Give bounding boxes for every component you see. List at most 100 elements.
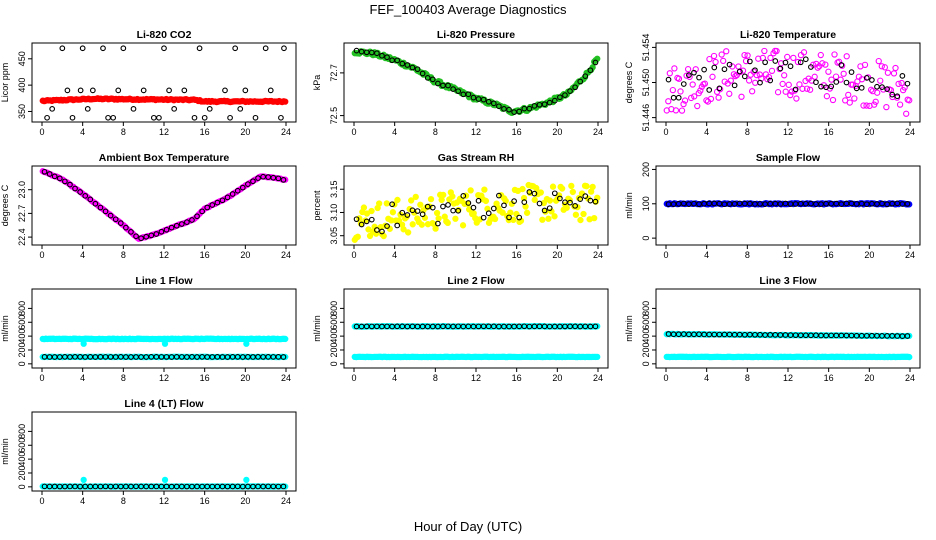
x-tick-label: 0 <box>351 373 356 383</box>
average-point <box>168 224 175 231</box>
average-point <box>424 74 431 81</box>
x-tick-label: 8 <box>433 127 438 137</box>
average-point <box>358 221 365 228</box>
sample-point <box>819 60 826 67</box>
average-point <box>51 173 58 180</box>
sample-point <box>773 47 780 55</box>
sample-point <box>412 193 419 201</box>
y-tick-label: 450 <box>17 51 27 66</box>
x-tick-label: 8 <box>433 373 438 383</box>
sample-point <box>467 187 474 194</box>
x-tick-label: 0 <box>351 250 356 260</box>
average-point <box>899 72 906 79</box>
average-point <box>181 87 188 94</box>
sample-point <box>756 71 763 78</box>
sample-point <box>400 226 407 233</box>
sample-point <box>161 340 169 347</box>
sample-point <box>406 205 413 213</box>
average-point <box>546 205 553 212</box>
x-tick-label: 4 <box>392 127 397 137</box>
average-point <box>485 210 492 217</box>
average-point <box>582 73 589 80</box>
x-tick-label: 12 <box>471 127 481 137</box>
x-tick-label: 24 <box>905 127 915 137</box>
chart-panel: Li-820 CO2 0 4 8 12 16 20 24 350 400 450 Licor ppm <box>0 29 297 137</box>
x-tick-label: 24 <box>593 250 603 260</box>
sample-point <box>753 71 760 79</box>
x-tick-label: 8 <box>745 250 750 260</box>
x-tick-label: 16 <box>200 496 210 506</box>
average-point <box>404 62 411 68</box>
sample-point <box>707 95 715 103</box>
sample-point <box>409 221 416 228</box>
sample-point <box>389 209 397 216</box>
average-point <box>670 94 677 101</box>
y-tick-label: 400 <box>17 329 27 344</box>
average-point <box>889 91 896 98</box>
sample-point <box>684 66 692 73</box>
average-point <box>874 83 880 90</box>
average-point <box>551 190 558 197</box>
sample-point <box>452 215 459 222</box>
average-point <box>567 88 573 95</box>
sample-point <box>738 93 745 100</box>
y-tick-label: 400 <box>17 78 27 93</box>
sample-point <box>681 97 689 104</box>
average-point <box>84 105 91 112</box>
sample-point <box>749 88 756 95</box>
chart-panel: Ambient Box Temperature 0 4 8 12 16 20 24 22.4 22… <box>0 152 297 260</box>
y-axis-label: ml/min <box>0 438 10 465</box>
y-tick-label: 400 <box>17 452 27 467</box>
sample-point <box>591 214 598 222</box>
chart-panel: Gas Stream RH 0 4 8 12 16 20 24 3.05 3.10 3.15 perc… <box>312 152 609 260</box>
average-point <box>546 99 553 106</box>
y-tick-label: 600 <box>329 315 339 330</box>
average-point <box>148 232 155 239</box>
y-tick-label: 800 <box>641 301 651 316</box>
chart-panel: Li-820 Pressure 0 4 8 12 16 20 24 72.5 72.7 kPa <box>312 29 609 137</box>
sample-point <box>438 196 445 204</box>
average-point <box>833 79 840 85</box>
sample-point <box>680 100 687 108</box>
sample-point <box>520 194 528 202</box>
sample-point <box>701 80 709 87</box>
sample-point <box>846 99 853 106</box>
average-point <box>214 199 221 206</box>
chart-panel: Line 4 (LT) Flow 0 4 8 12 16 20 24 0 200400600800… <box>0 398 297 506</box>
panel-title: Gas Stream RH <box>438 152 514 164</box>
sample-point <box>898 79 905 87</box>
average-point <box>562 92 568 98</box>
x-tick-label: 16 <box>512 250 522 260</box>
x-tick-label: 20 <box>552 373 562 383</box>
sample-point <box>759 54 766 62</box>
y-tick-label: 200 <box>329 342 339 357</box>
sample-point <box>683 72 690 79</box>
average-point <box>67 181 73 188</box>
average-point <box>424 203 431 210</box>
average-point <box>379 52 385 59</box>
sample-point <box>549 183 557 190</box>
sample-point <box>884 69 892 76</box>
average-point <box>280 483 287 490</box>
sample-point <box>781 72 788 79</box>
average-point <box>470 204 477 211</box>
average-point <box>92 200 99 207</box>
y-tick-label: 800 <box>329 301 339 316</box>
y-axis-label: kPa <box>312 75 322 91</box>
x-tick-label: 24 <box>281 127 291 137</box>
average-point <box>82 192 89 199</box>
sample-point <box>568 182 575 190</box>
average-point <box>823 84 829 91</box>
y-tick-label: 200 <box>641 342 651 357</box>
sample-point <box>563 204 570 211</box>
panel-title: Li-820 CO2 <box>137 29 192 41</box>
sample-point <box>427 195 435 203</box>
average-point <box>741 73 748 80</box>
average-point <box>112 216 119 223</box>
average-point <box>762 59 768 66</box>
sample-point <box>671 65 678 72</box>
x-tick-label: 12 <box>159 496 169 506</box>
sample-point <box>709 73 716 80</box>
sample-point <box>539 216 546 223</box>
sample-point <box>742 57 750 65</box>
